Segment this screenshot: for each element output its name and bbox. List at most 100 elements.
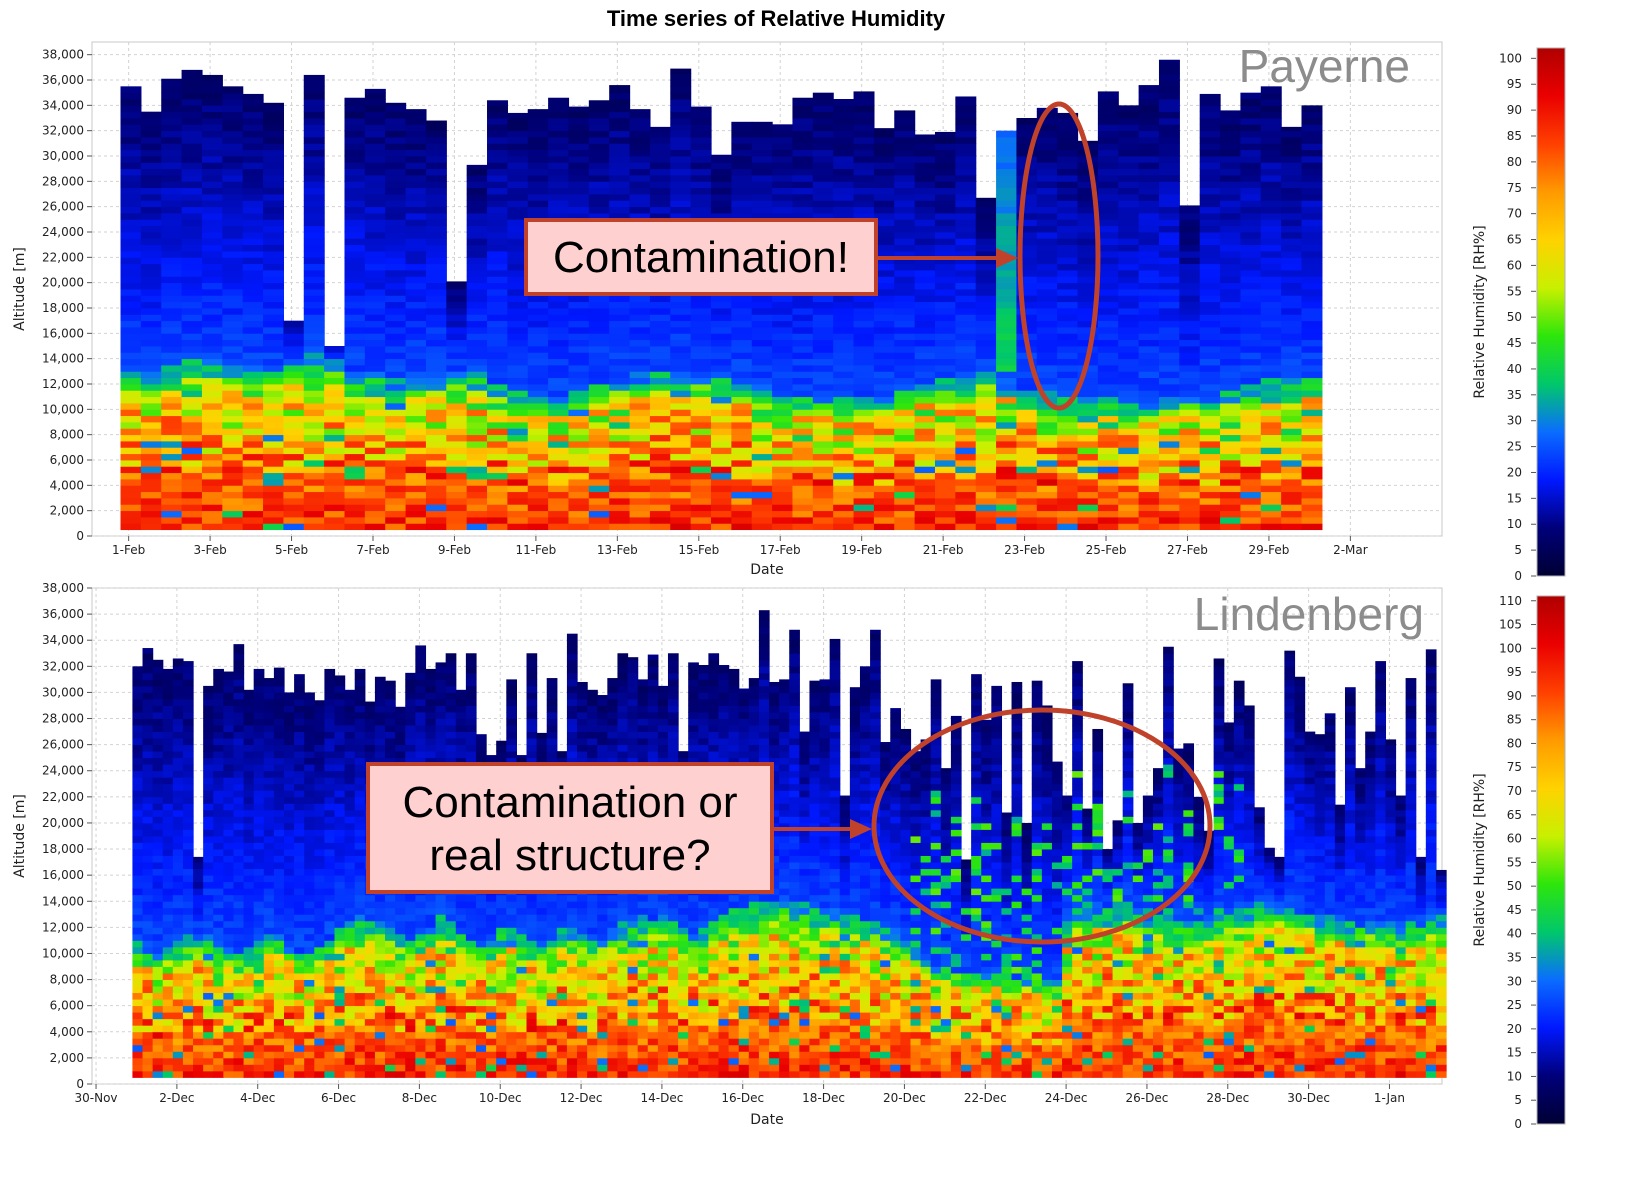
heatmap-cell — [152, 862, 164, 870]
heatmap-cell — [1016, 422, 1038, 429]
heatmap-cell — [731, 181, 753, 189]
heatmap-cell — [873, 143, 895, 151]
heatmap-cell — [873, 213, 895, 220]
heatmap-cell — [181, 111, 203, 119]
heatmap-cell — [233, 666, 245, 674]
heatmap-cell — [263, 933, 275, 941]
heatmap-cell — [934, 371, 956, 379]
heatmap-cell — [588, 320, 610, 328]
heatmap-cell — [344, 257, 366, 265]
heatmap-cell — [1240, 213, 1262, 220]
heatmap-cell — [233, 907, 245, 915]
heatmap-cell — [182, 1031, 194, 1039]
heatmap-cell — [1260, 162, 1282, 170]
heatmap-cell — [711, 371, 732, 379]
heatmap-cell — [507, 510, 529, 518]
heatmap-cell — [487, 270, 508, 277]
heatmap-cell — [1260, 118, 1282, 125]
heatmap-cell — [955, 384, 977, 391]
heatmap-cell — [1138, 175, 1160, 182]
heatmap-cell — [853, 200, 875, 208]
heatmap-cell — [243, 1005, 255, 1013]
heatmap-cell — [242, 510, 264, 518]
heatmap-cell — [487, 156, 508, 163]
heatmap-cell — [223, 764, 235, 772]
heatmap-cell — [385, 415, 407, 423]
heatmap-cell — [1036, 143, 1058, 151]
heatmap-cell — [894, 282, 916, 290]
heatmap-cell — [303, 137, 325, 144]
heatmap-cell — [711, 187, 732, 195]
heatmap-cell — [792, 339, 814, 347]
heatmap-cell — [1281, 219, 1303, 227]
heatmap-cell — [1138, 390, 1160, 398]
heatmap-cell — [152, 960, 164, 967]
heatmap-cell — [213, 973, 224, 980]
heatmap-cell — [1138, 86, 1160, 94]
heatmap-cell — [182, 783, 194, 791]
heatmap-cell — [873, 460, 895, 467]
heatmap-cell — [1260, 187, 1282, 195]
heatmap-cell — [201, 213, 223, 220]
heatmap-cell — [364, 523, 386, 531]
heatmap-cell — [1158, 67, 1180, 75]
heatmap-cell — [731, 447, 753, 455]
heatmap-cell — [731, 517, 753, 524]
heatmap-cell — [1016, 270, 1038, 277]
heatmap-cell — [263, 790, 275, 798]
heatmap-cell — [1016, 257, 1038, 265]
heatmap-cell — [1118, 295, 1140, 303]
heatmap-cell — [1057, 225, 1079, 233]
colorbar-tick-label: 0 — [1514, 569, 1522, 583]
heatmap-cell — [283, 517, 305, 524]
colorbar-tick-label: 40 — [1507, 362, 1522, 376]
heatmap-cell — [1220, 137, 1242, 144]
heatmap-cell — [253, 1025, 265, 1033]
heatmap-cell — [253, 1005, 265, 1013]
heatmap-cell — [152, 738, 164, 746]
heatmap-cell — [193, 920, 204, 928]
heatmap-cell — [996, 479, 1018, 486]
heatmap-cell — [914, 460, 936, 467]
heatmap-cell — [223, 672, 235, 680]
heatmap-cell — [243, 849, 255, 856]
heatmap-cell — [181, 219, 203, 227]
heatmap-cell — [213, 829, 224, 837]
heatmap-cell — [507, 194, 529, 201]
heatmap-cell — [242, 181, 264, 189]
heatmap-cell — [731, 403, 753, 410]
heatmap-cell — [792, 162, 814, 170]
heatmap-cell — [243, 953, 255, 961]
heatmap-cell — [934, 377, 956, 385]
heatmap-cell — [690, 137, 712, 144]
heatmap-cell — [1016, 466, 1038, 474]
heatmap-cell — [405, 485, 427, 493]
heatmap-cell — [303, 301, 325, 309]
heatmap-cell — [568, 460, 590, 467]
heatmap-cell — [253, 770, 265, 778]
heatmap-cell — [182, 842, 194, 850]
heatmap-cell — [690, 504, 712, 512]
heatmap-cell — [140, 137, 162, 144]
heatmap-cell — [181, 327, 203, 334]
heatmap-cell — [364, 232, 386, 239]
heatmap-cell — [1138, 472, 1160, 480]
heatmap-cell — [242, 428, 264, 436]
heatmap-cell — [162, 1025, 174, 1033]
heatmap-cell — [1179, 517, 1201, 524]
heatmap-cell — [934, 428, 956, 436]
heatmap-cell — [193, 986, 204, 994]
heatmap-cell — [690, 143, 712, 151]
heatmap-cell — [914, 270, 936, 277]
heatmap-cell — [853, 105, 875, 113]
heatmap-cell — [405, 428, 427, 436]
heatmap-cell — [792, 156, 814, 163]
heatmap-cell — [1057, 320, 1079, 328]
heatmap-cell — [1097, 384, 1119, 391]
heatmap-cell — [132, 933, 144, 941]
heatmap-cell — [609, 415, 631, 423]
heatmap-cell — [242, 498, 264, 505]
heatmap-cell — [142, 685, 154, 693]
heatmap-cell — [405, 118, 427, 125]
heatmap-cell — [853, 194, 875, 201]
